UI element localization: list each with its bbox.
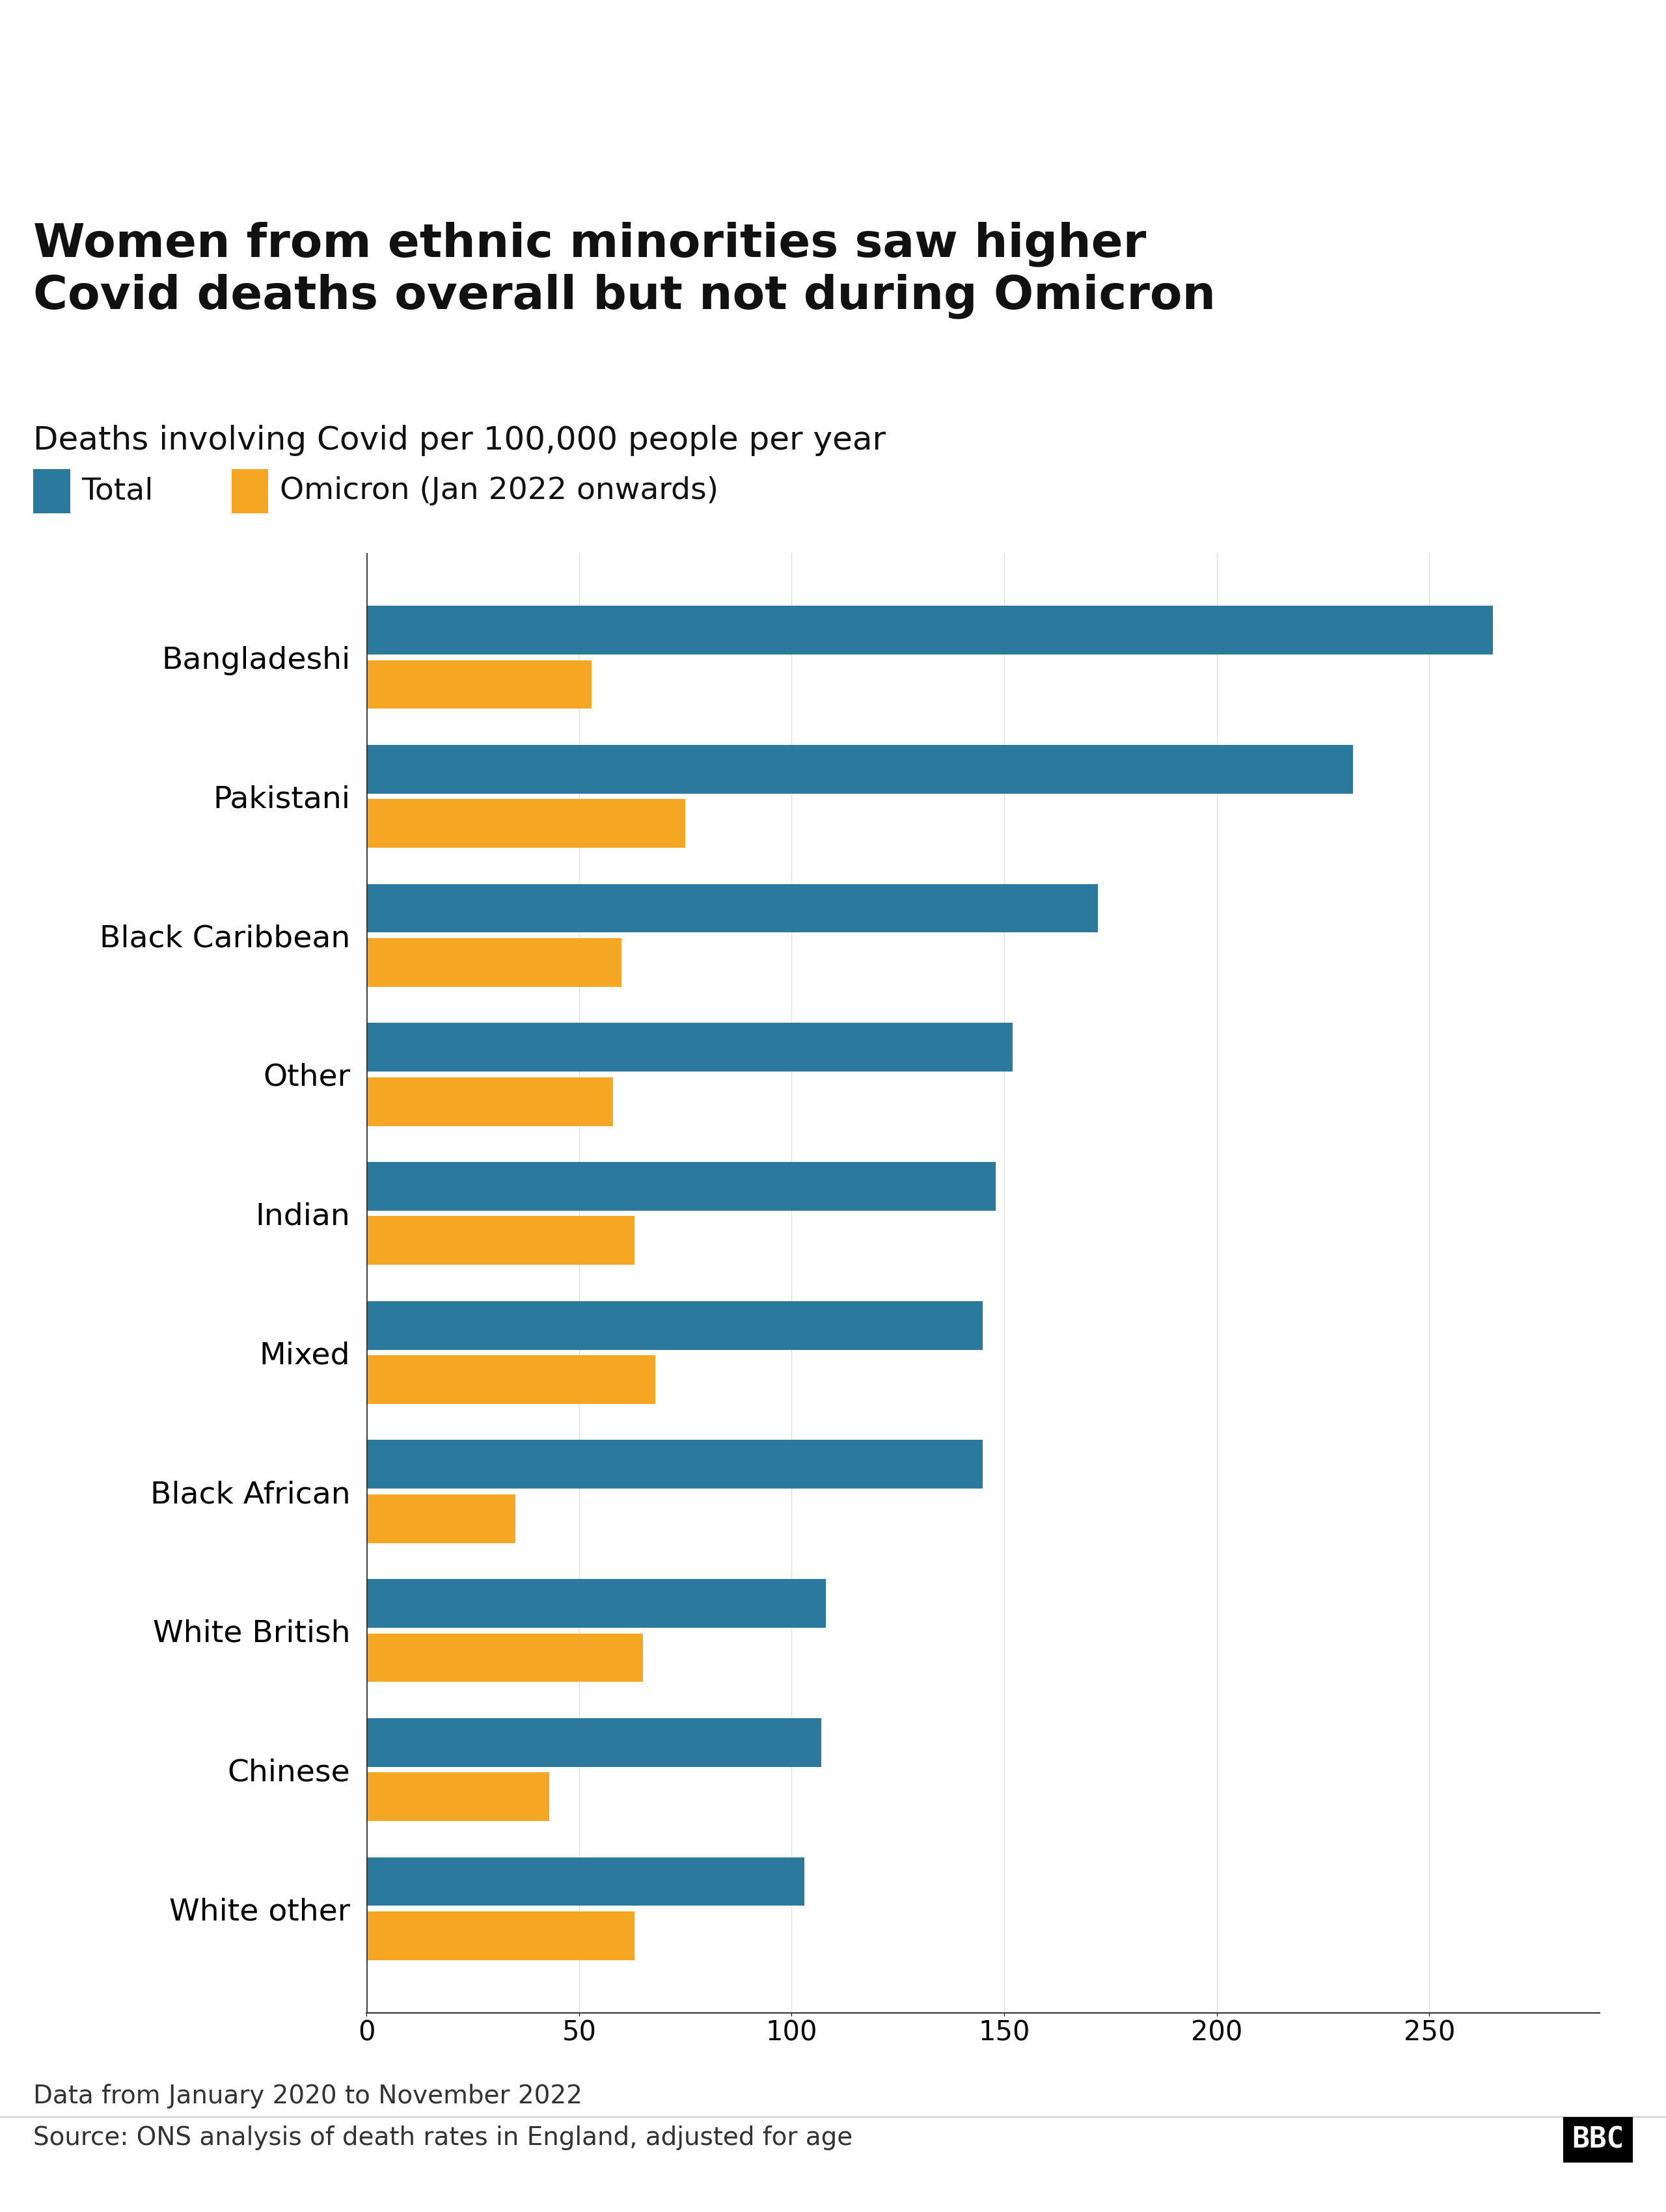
Bar [367,1772,550,1820]
Bar [367,1579,826,1628]
Bar [367,938,621,987]
Bar [367,799,685,847]
Text: BBC: BBC [1573,2126,1624,2154]
Bar [367,1440,983,1489]
Text: Data from January 2020 to November 2022: Data from January 2020 to November 2022 [33,2084,583,2108]
Text: Women from ethnic minorities saw higher
Covid deaths overall but not during Omic: Women from ethnic minorities saw higher … [33,221,1216,319]
Bar [367,1022,1013,1071]
Text: Total: Total [82,476,153,507]
Bar [367,1858,805,1907]
Bar [367,659,591,708]
Bar [367,1719,821,1767]
Bar [367,745,1353,794]
Bar [367,1301,983,1349]
Bar [367,1632,643,1681]
Bar [367,885,1098,933]
Text: Deaths involving Covid per 100,000 people per year: Deaths involving Covid per 100,000 peopl… [33,425,886,456]
Bar [367,1495,515,1544]
Text: Source: ONS analysis of death rates in England, adjusted for age: Source: ONS analysis of death rates in E… [33,2126,853,2150]
Bar [367,1217,635,1265]
Text: Omicron (Jan 2022 onwards): Omicron (Jan 2022 onwards) [280,476,718,507]
Bar [367,1077,613,1126]
Bar [367,1911,635,1960]
Bar [367,606,1493,655]
Bar [367,1356,656,1405]
Bar [367,1161,996,1210]
